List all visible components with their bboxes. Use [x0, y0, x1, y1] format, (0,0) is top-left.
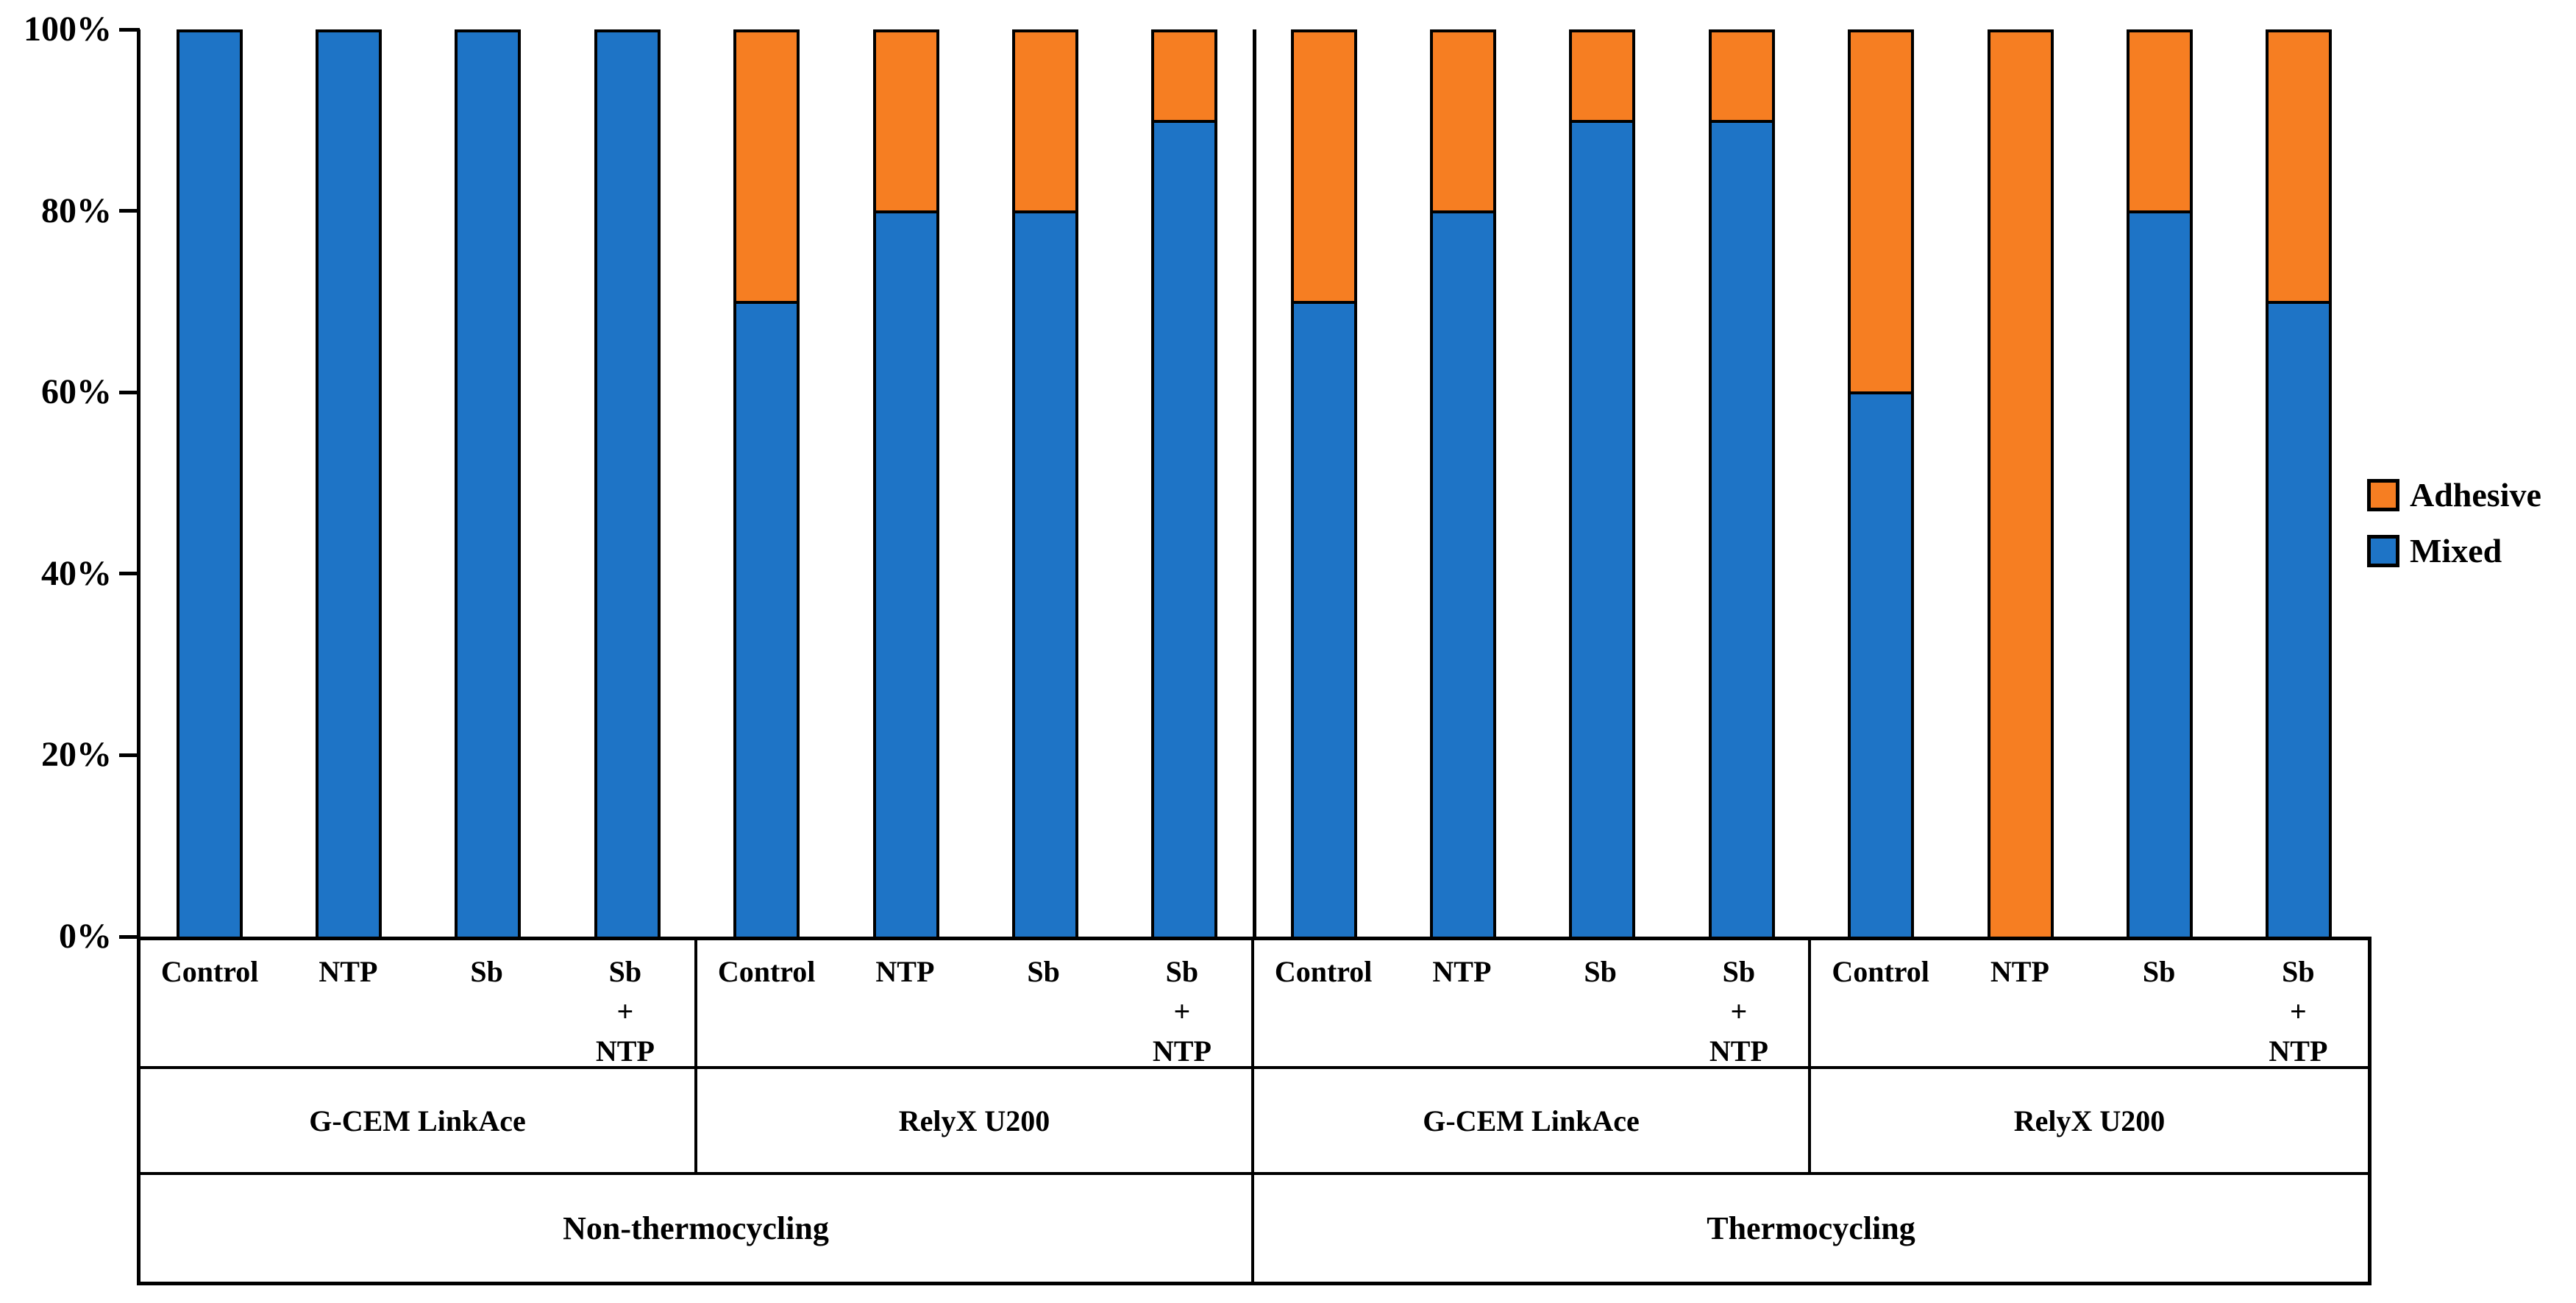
bar-segment-mixed — [1433, 213, 1494, 937]
treatment-label: Sb — [470, 955, 503, 988]
treatment-label: Control — [717, 955, 816, 988]
bar-segment-adhesive — [1014, 32, 1075, 213]
bar-segment-mixed — [875, 213, 936, 937]
treatment-label: Sb + NTP — [2269, 955, 2328, 1068]
bar-segment-mixed — [179, 32, 240, 937]
treatment-label: NTP — [875, 955, 935, 988]
legend: Adhesive Mixed — [2367, 478, 2541, 568]
bar — [2266, 29, 2333, 940]
treatment-label: Sb — [2142, 955, 2176, 988]
bar-segment-adhesive — [1433, 32, 1494, 213]
bar-segment-mixed — [458, 32, 519, 937]
bar — [1987, 29, 2054, 940]
bar-segment-adhesive — [1990, 32, 2051, 937]
treatment-label: Sb + NTP — [1709, 955, 1768, 1068]
legend-label: Mixed — [2410, 532, 2502, 569]
treatment-label: Sb + NTP — [595, 955, 655, 1068]
bar-segment-adhesive — [1293, 32, 1354, 304]
cement-label: G-CEM LinkAce — [140, 1069, 697, 1172]
bar-segment-adhesive — [1154, 32, 1215, 123]
bar-segment-mixed — [736, 303, 797, 937]
treatment-label: Sb — [1584, 955, 1617, 988]
treatment-label: Control — [160, 955, 259, 988]
bar — [872, 29, 939, 940]
y-axis-line — [137, 29, 140, 939]
treatment-label: NTP — [1990, 955, 2049, 988]
y-axis-tick — [119, 753, 140, 757]
bar-segment-adhesive — [1851, 32, 1912, 394]
treatment-label: Control — [1832, 955, 1929, 988]
bar-segment-mixed — [1293, 303, 1354, 937]
bar-segment-adhesive — [1572, 32, 1633, 123]
treatment-label: NTP — [319, 955, 378, 988]
legend-item: Mixed — [2367, 534, 2541, 568]
treatment-row: Control NTP Sb Sb + NTP Control NTP Sb Sb + NTP… — [140, 940, 2368, 1068]
bar — [1011, 29, 1078, 940]
condition-label: Non-thermocycling — [140, 1175, 1254, 1282]
treatment-group-cell: Control NTP Sb Sb + NTP — [697, 940, 1254, 1068]
legend-item: Adhesive — [2367, 478, 2541, 512]
bar — [1569, 29, 1636, 940]
cement-label: RelyX U200 — [2013, 1104, 2166, 1137]
treatment-label: Control — [1274, 955, 1373, 988]
condition-label: Thermocycling — [1707, 1210, 1915, 1246]
cement-label: G-CEM LinkAce — [1254, 1069, 1811, 1172]
bar-segment-mixed — [597, 32, 658, 937]
bar — [455, 29, 522, 940]
treatment-label: Sb + NTP — [1152, 955, 1211, 1068]
cement-row: G-CEM LinkAce RelyX U200 G-CEM LinkAce Rely… — [140, 1066, 2368, 1172]
y-axis-tick-label: 20% — [41, 735, 112, 775]
bar — [1430, 29, 1497, 940]
bar — [1151, 29, 1218, 940]
bar — [1708, 29, 1775, 940]
legend-swatch-adhesive — [2367, 479, 2399, 511]
y-axis-tick — [119, 934, 140, 939]
treatment-label: NTP — [1432, 955, 1492, 988]
cement-label: RelyX U200 — [697, 1069, 1254, 1172]
bar-segment-mixed — [1851, 394, 1912, 937]
condition-row: Non-thermocycling Thermocycling — [140, 1172, 2368, 1282]
bar-segment-mixed — [1572, 122, 1633, 937]
legend-swatch-mixed — [2367, 535, 2399, 567]
y-axis-tick — [119, 27, 140, 32]
y-axis-tick-label: 0% — [59, 917, 112, 956]
legend-label: Adhesive — [2410, 476, 2541, 514]
treatment-label: Sb — [1027, 955, 1060, 988]
treatment-group-cell: Control NTP Sb Sb + NTP — [1254, 940, 1811, 1068]
bar-segment-adhesive — [2129, 32, 2190, 213]
bar-segment-adhesive — [1711, 32, 1772, 123]
bar — [1290, 29, 1357, 940]
category-table: Control NTP Sb Sb + NTP Control NTP Sb Sb + NTP… — [137, 937, 2372, 1285]
y-axis-tick — [119, 209, 140, 213]
bar-segment-adhesive — [2269, 32, 2330, 304]
y-axis-tick-label: 100% — [24, 10, 112, 49]
bar-segment-mixed — [1154, 122, 1215, 937]
y-axis-tick-label: 80% — [41, 191, 112, 230]
bar — [594, 29, 661, 940]
bar-segment-mixed — [1014, 213, 1075, 937]
bar-segment-mixed — [1711, 122, 1772, 937]
bar — [733, 29, 800, 940]
bar — [2126, 29, 2193, 940]
bar-segment-mixed — [2129, 213, 2190, 937]
bar-segment-adhesive — [875, 32, 936, 213]
treatment-group-cell: Control NTP Sb Sb + NTP — [140, 940, 697, 1068]
section-divider-line — [1252, 29, 1256, 937]
bar — [176, 29, 243, 940]
y-axis-tick — [119, 572, 140, 576]
y-axis-tick-label: 60% — [41, 372, 112, 412]
treatment-group-cell: Control NTP Sb Sb + NTP — [1811, 940, 2368, 1068]
bar-segment-adhesive — [736, 32, 797, 304]
y-axis-tick-label: 40% — [41, 553, 112, 593]
bar-segment-mixed — [2269, 303, 2330, 937]
bar — [1848, 29, 1915, 940]
bar — [316, 29, 383, 940]
bar-segment-mixed — [319, 32, 380, 937]
y-axis-tick — [119, 390, 140, 394]
